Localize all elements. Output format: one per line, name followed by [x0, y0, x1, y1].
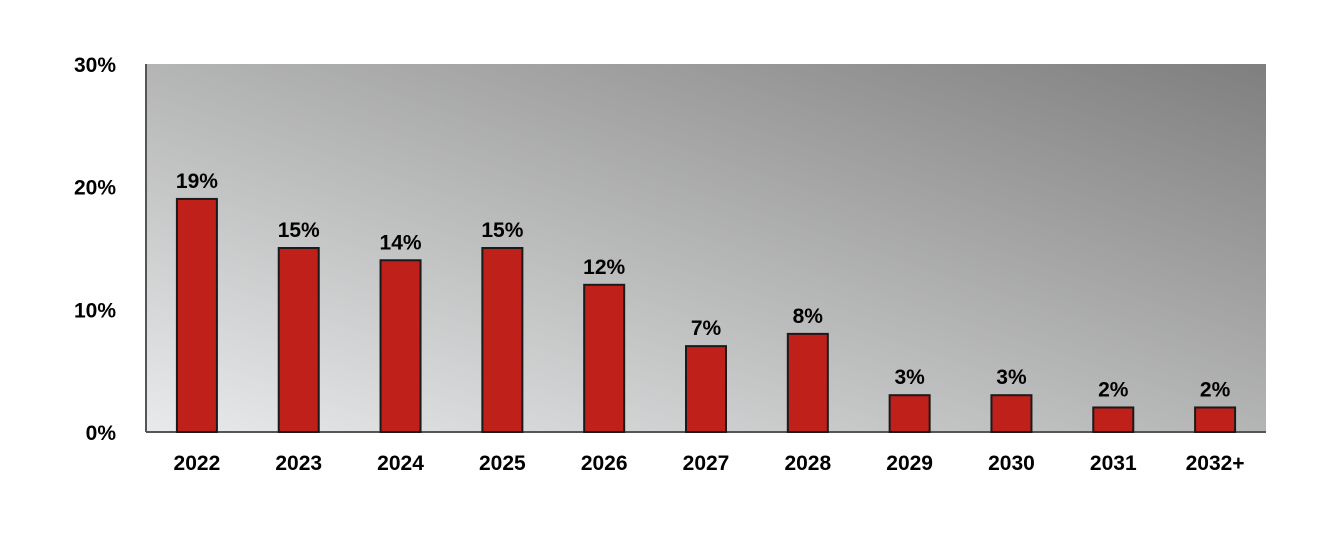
y-axis-ticks: 0% 10% 20% 30%: [74, 54, 116, 445]
bar-2025: [481, 247, 524, 433]
data-label: 3%: [894, 366, 925, 389]
data-label: 3%: [996, 366, 1027, 389]
data-label: 7%: [691, 317, 722, 340]
bar-2032+: [1194, 406, 1237, 434]
bar-2027: [685, 345, 727, 433]
x-tick-label: 2025: [479, 452, 526, 475]
x-tick-label: 2023: [275, 452, 322, 475]
x-tick-label: 2031: [1090, 452, 1137, 475]
x-axis-ticks: 2022 2023 2024 2025 2026 2027 2028 2029 2030 2031…: [174, 452, 1245, 475]
y-tick-label: 0%: [86, 422, 117, 445]
bar-2022: [175, 197, 218, 433]
x-tick-label: 2030: [988, 452, 1035, 475]
bar-2026: [583, 283, 626, 433]
x-tick-label: 2032+: [1186, 452, 1245, 475]
data-label: 14%: [380, 231, 422, 254]
bar-2023: [277, 247, 320, 433]
x-tick-label: 2026: [581, 452, 628, 475]
bar-2031: [1092, 406, 1135, 434]
bar-2024: [379, 259, 422, 433]
y-tick-label: 30%: [74, 54, 116, 77]
bar-series: [175, 197, 1237, 434]
x-tick-label: 2028: [784, 452, 831, 475]
x-tick-label: 2022: [174, 452, 221, 475]
data-label: 15%: [278, 219, 320, 242]
bar-2028: [786, 332, 829, 433]
data-labels: 19% 15% 14% 15% 12% 7% 8% 3% 3% 2% 2%: [176, 170, 1231, 402]
x-tick-label: 2029: [886, 452, 933, 475]
data-label: 12%: [583, 256, 625, 279]
data-label: 15%: [481, 219, 523, 242]
data-label: 2%: [1098, 378, 1129, 401]
y-tick-label: 10%: [74, 299, 116, 322]
bar-2029: [888, 394, 931, 434]
data-label: 19%: [176, 170, 218, 193]
x-tick-label: 2027: [683, 452, 730, 475]
data-label: 8%: [793, 305, 824, 328]
x-tick-label: 2024: [377, 452, 424, 475]
y-tick-label: 20%: [74, 177, 116, 200]
data-label: 2%: [1200, 378, 1231, 401]
bar-2030: [990, 394, 1033, 434]
